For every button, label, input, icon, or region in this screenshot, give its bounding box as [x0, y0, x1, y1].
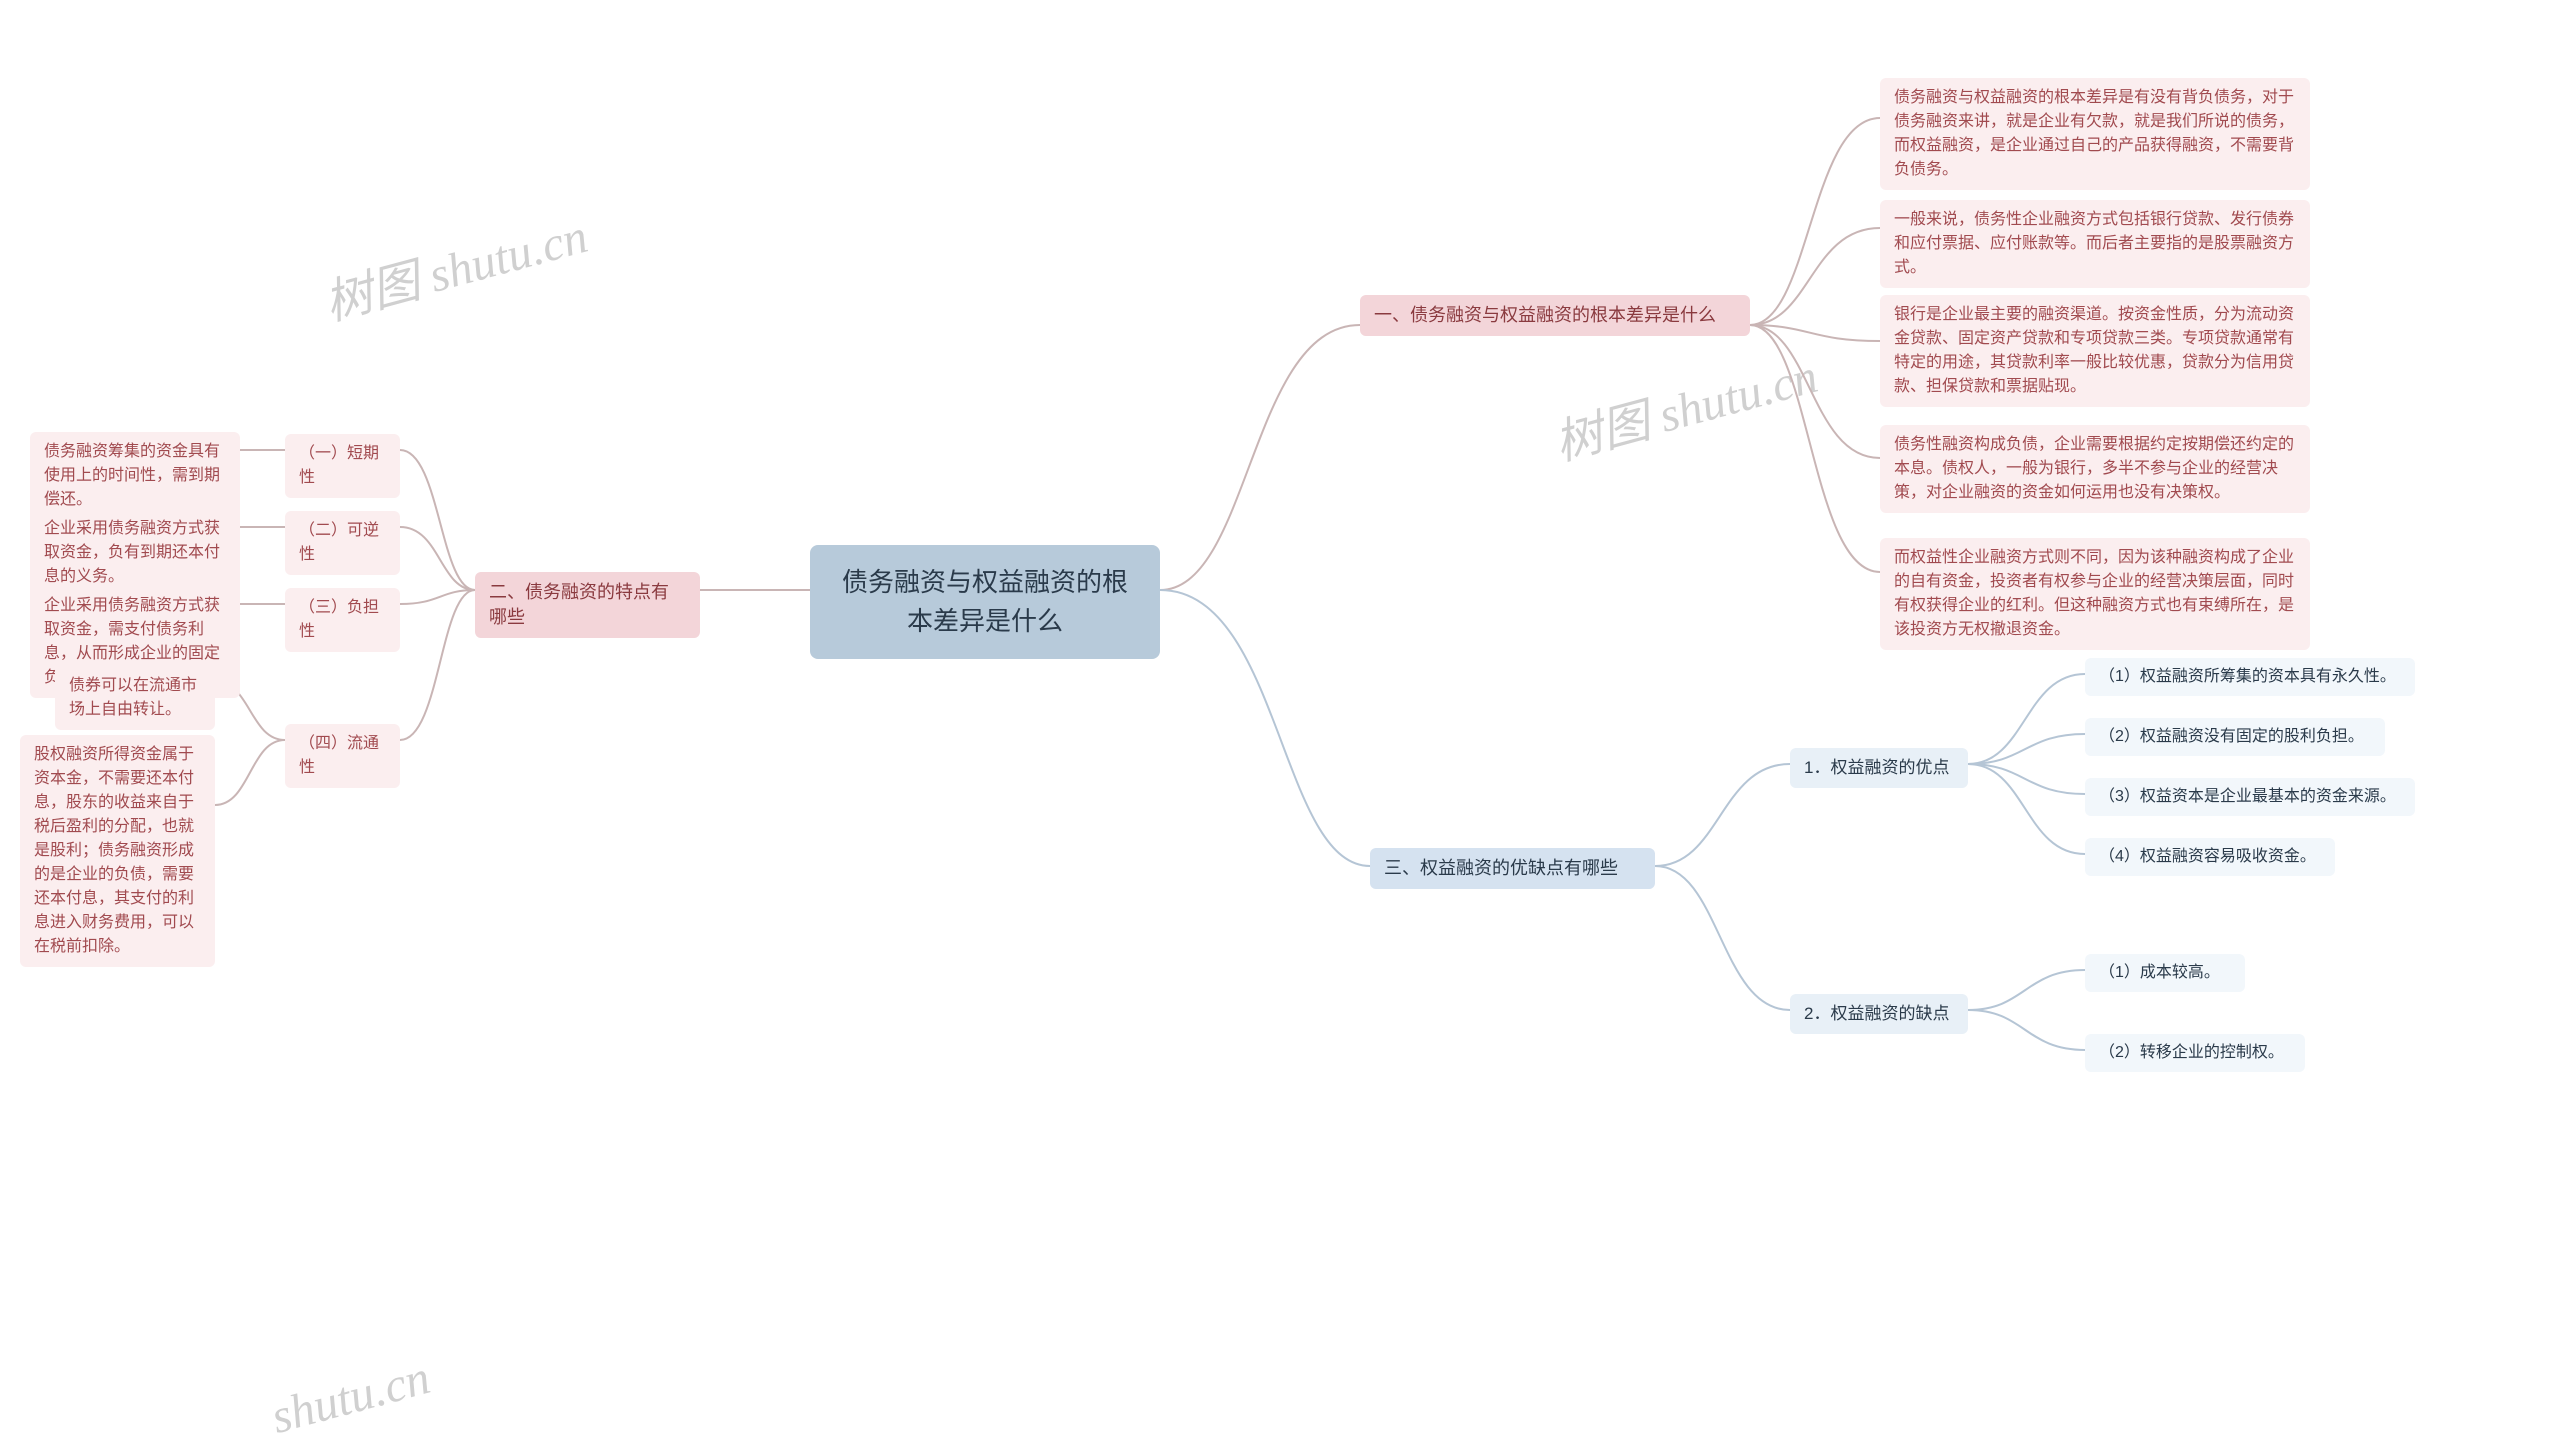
branch2-sub-3-sub-0: 债券可以在流通市场上自由转让。 [55, 666, 215, 730]
branch1-item-2: 银行是企业最主要的融资渠道。按资金性质，分为流动资金贷款、固定资产贷款和专项贷款… [1880, 295, 2310, 407]
branch3-pros-label: 1．权益融资的优点 [1790, 748, 1968, 788]
branch1-title: 一、债务融资与权益融资的根本差异是什么 [1360, 295, 1750, 336]
branch3-pros-0: （1）权益融资所筹集的资本具有永久性。 [2085, 658, 2415, 696]
branch1-item-4: 而权益性企业融资方式则不同，因为该种融资构成了企业的自有资金，投资者有权参与企业… [1880, 538, 2310, 650]
watermark: 树图 shutu.cn [316, 196, 594, 333]
branch1-item-1: 一般来说，债务性企业融资方式包括银行贷款、发行债券和应付票据、应付账款等。而后者… [1880, 200, 2310, 288]
branch3-cons-0: （1）成本较高。 [2085, 954, 2245, 992]
watermark: 树图 shutu.cn [1546, 336, 1824, 473]
branch3-cons-1: （2）转移企业的控制权。 [2085, 1034, 2305, 1072]
watermark: shutu.cn [266, 1350, 436, 1445]
root-node: 债务融资与权益融资的根本差异是什么 [810, 545, 1160, 659]
branch2-sub-3-label: （四）流通性 [285, 724, 400, 788]
branch3-pros-2: （3）权益资本是企业最基本的资金来源。 [2085, 778, 2415, 816]
branch1-item-0: 债务融资与权益融资的根本差异是有没有背负债务，对于债务融资来讲，就是企业有欠款，… [1880, 78, 2310, 190]
branch2-sub-3-sub-1: 股权融资所得资金属于资本金，不需要还本付息，股东的收益来自于税后盈利的分配，也就… [20, 735, 215, 967]
branch2-sub-2-label: （三）负担性 [285, 588, 400, 652]
branch3-pros-3: （4）权益融资容易吸收资金。 [2085, 838, 2335, 876]
branch3-cons-label: 2．权益融资的缺点 [1790, 994, 1968, 1034]
branch3-title: 三、权益融资的优缺点有哪些 [1370, 848, 1655, 889]
branch2-title: 二、债务融资的特点有哪些 [475, 572, 700, 638]
branch2-sub-0-label: （一）短期性 [285, 434, 400, 498]
branch3-pros-1: （2）权益融资没有固定的股利负担。 [2085, 718, 2385, 756]
branch2-sub-0-desc: 债务融资筹集的资金具有使用上的时间性，需到期偿还。 [30, 432, 240, 520]
branch2-sub-1-label: （二）可逆性 [285, 511, 400, 575]
branch2-sub-1-desc: 企业采用债务融资方式获取资金，负有到期还本付息的义务。 [30, 509, 240, 597]
branch1-item-3: 债务性融资构成负债，企业需要根据约定按期偿还约定的本息。债权人，一般为银行，多半… [1880, 425, 2310, 513]
